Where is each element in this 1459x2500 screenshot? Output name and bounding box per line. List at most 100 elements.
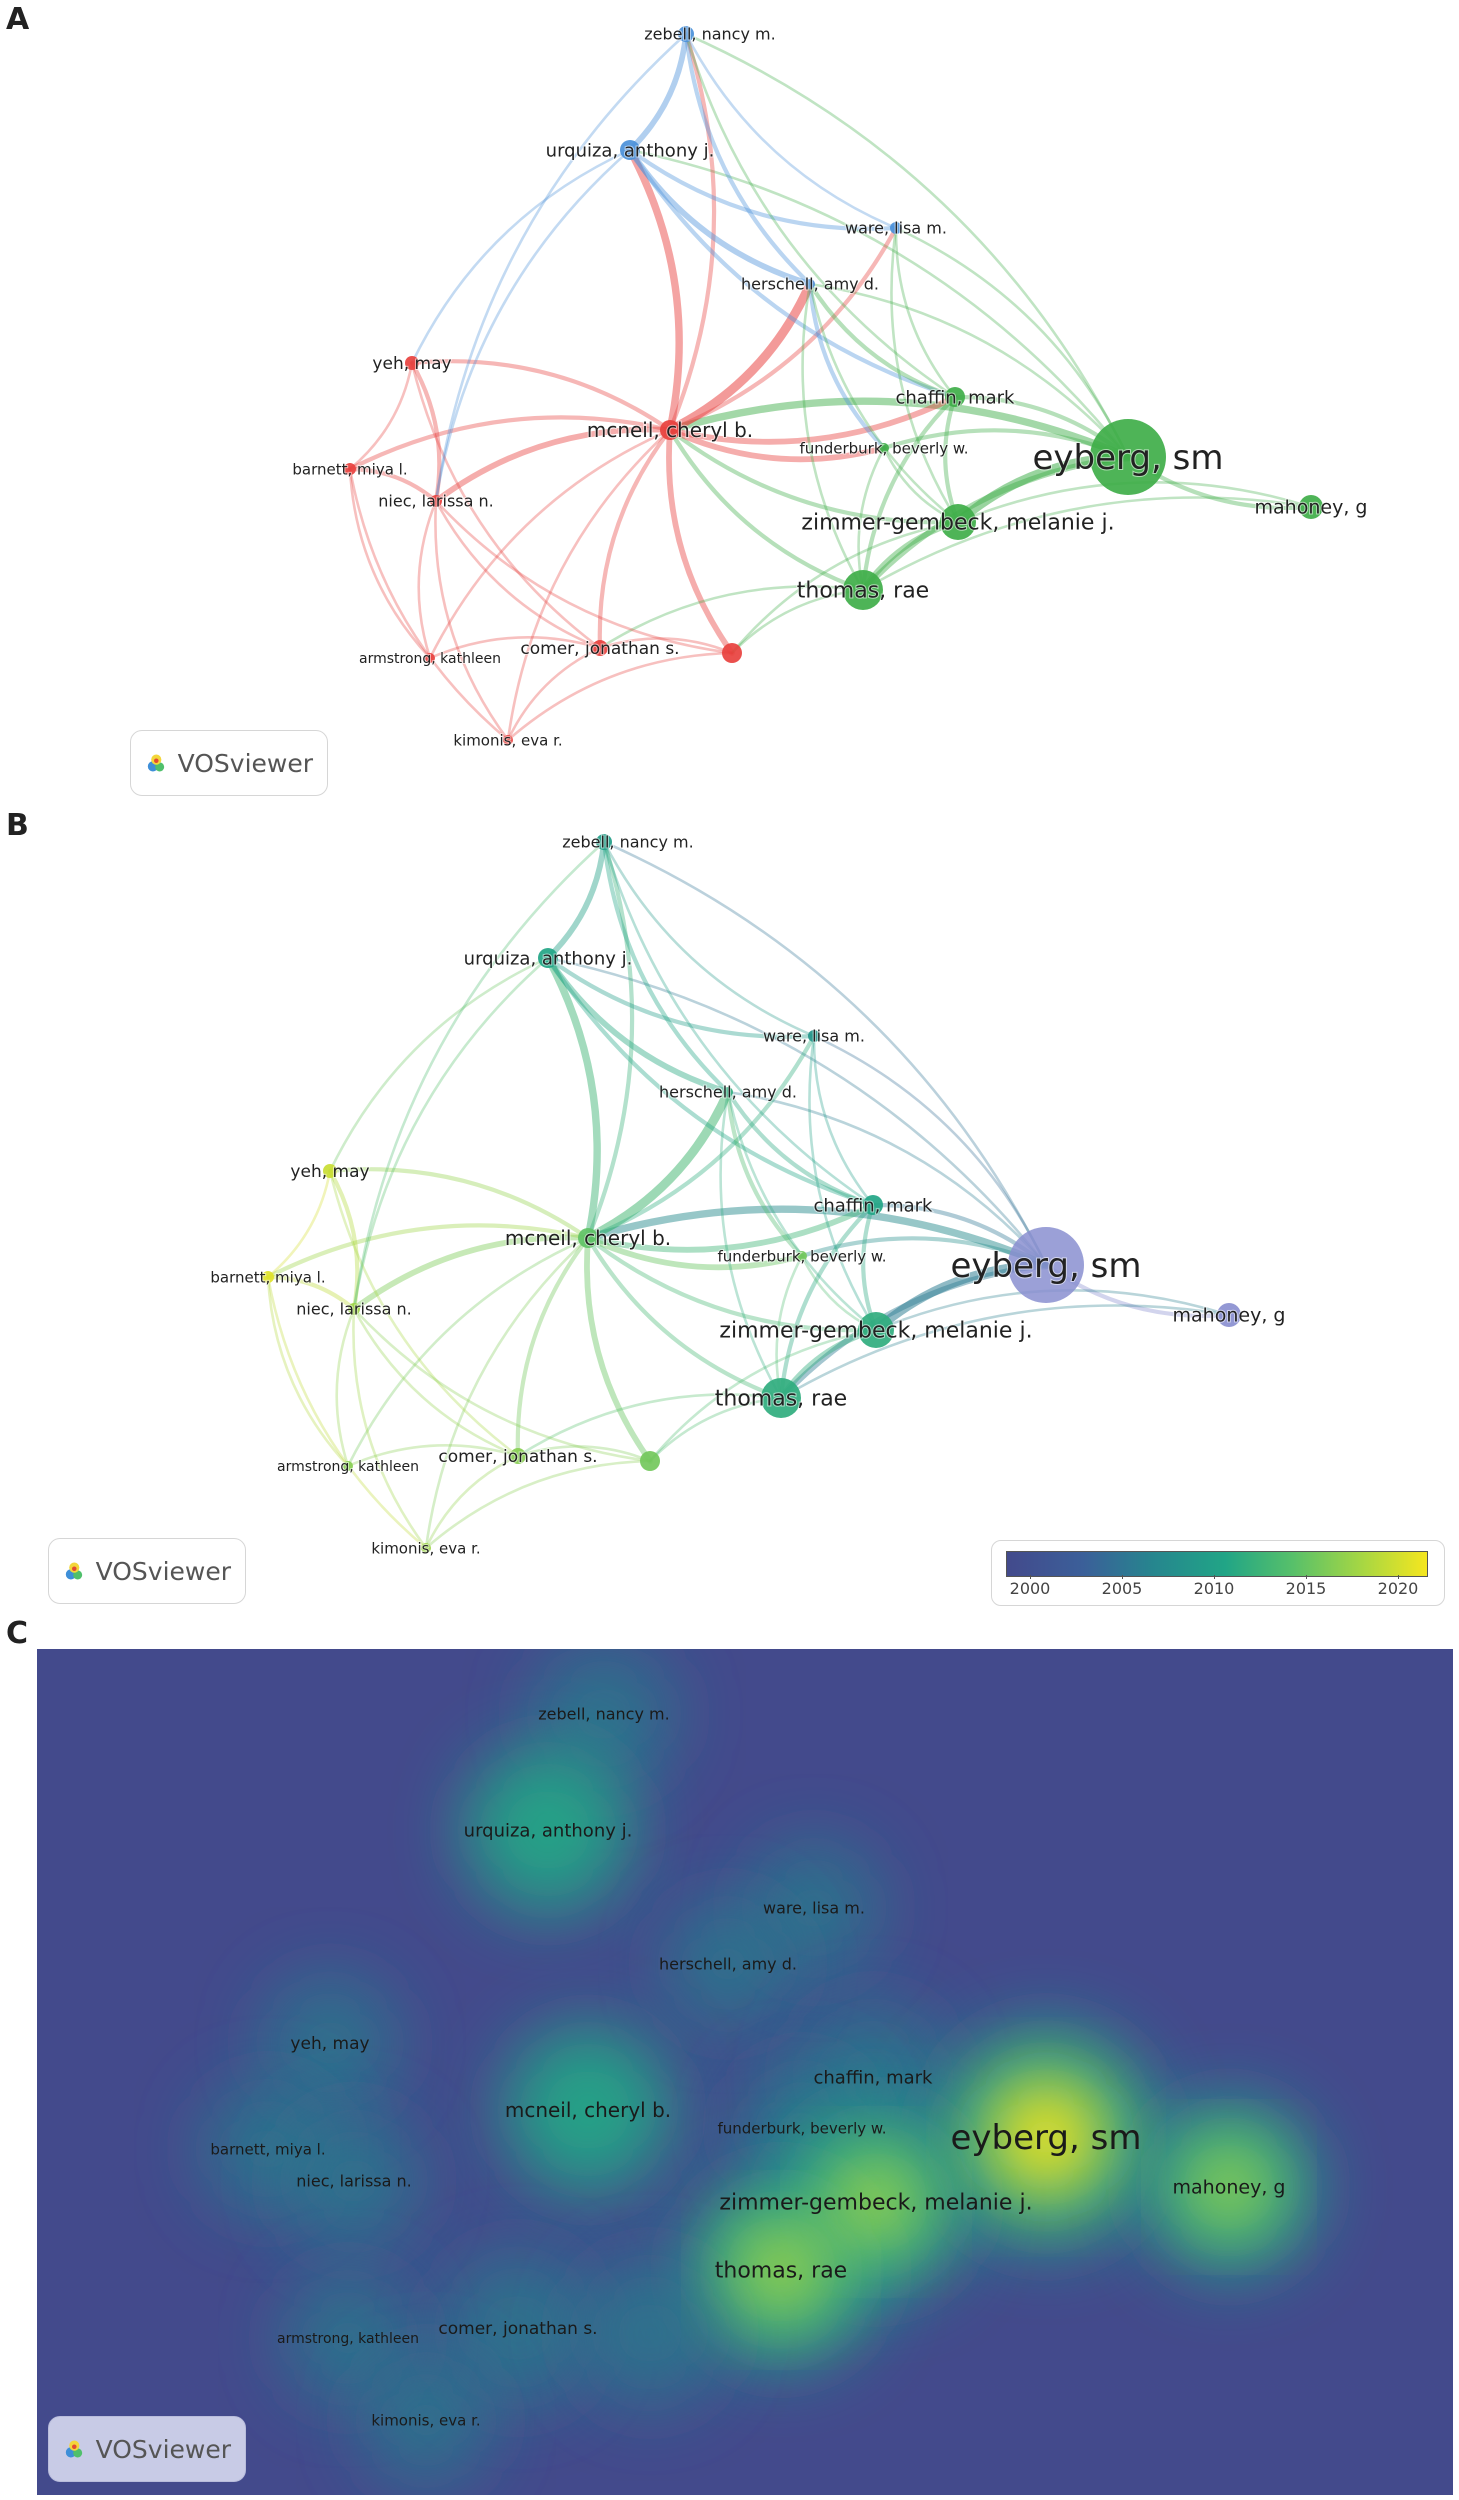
- coauthorship-link: [601, 839, 731, 1095]
- author-label: mahoney, g: [1255, 497, 1368, 519]
- coauthorship-link: [434, 499, 602, 650]
- coauthorship-link: [730, 520, 960, 655]
- vosviewer-badge-a: VOSviewer: [130, 730, 328, 796]
- author-node[interactable]: [722, 643, 742, 663]
- coauthorship-link: [667, 31, 717, 433]
- coauthorship-link: [424, 1459, 652, 1550]
- coauthorship-link: [667, 427, 961, 525]
- coauthorship-link: [648, 1328, 878, 1463]
- author-node[interactable]: [890, 222, 902, 234]
- author-label: zebell, nancy m.: [644, 25, 775, 44]
- author-node[interactable]: [858, 1312, 894, 1348]
- author-node[interactable]: [262, 1271, 274, 1283]
- density-core: [1185, 2143, 1273, 2231]
- density-label: urquiza, anthony j.: [464, 1820, 633, 1841]
- coauthorship-link: [627, 147, 958, 400]
- coauthorship-link: [666, 397, 1132, 461]
- author-node[interactable]: [678, 26, 694, 42]
- author-label: thomas, rae: [715, 1387, 847, 1412]
- author-node[interactable]: [323, 1164, 337, 1178]
- label-layer: zebell, nancy m. urquiza, anthony j. ware,…: [291, 24, 1368, 751]
- coauthorship-link: [860, 394, 958, 593]
- cluster-network-panel-a[interactable]: zebell, nancy m. urquiza, anthony j. ware,…: [0, 0, 1459, 810]
- author-node[interactable]: [343, 1461, 353, 1471]
- author-label: yeh, may: [290, 1162, 369, 1182]
- author-node[interactable]: [640, 1451, 660, 1471]
- coauthorship-link: [434, 148, 632, 503]
- author-node[interactable]: [808, 1030, 820, 1042]
- author-node[interactable]: [592, 640, 608, 656]
- author-node[interactable]: [620, 140, 640, 160]
- author-node[interactable]: [596, 834, 612, 850]
- coauthorship-link: [808, 282, 1130, 459]
- coauthorship-link: [597, 427, 673, 651]
- author-node[interactable]: [1090, 419, 1166, 495]
- author-node[interactable]: [578, 1228, 598, 1248]
- author-node[interactable]: [945, 387, 965, 407]
- density-halo: [361, 2355, 491, 2485]
- author-node[interactable]: [940, 504, 976, 540]
- coauthorship-link: [667, 427, 866, 593]
- author-node[interactable]: [1299, 495, 1323, 519]
- coauthorship-link: [347, 415, 673, 472]
- coauthorship-link: [626, 146, 683, 434]
- coauthorship-link: [265, 1274, 357, 1312]
- coauthorship-link: [424, 1236, 590, 1550]
- coauthorship-link: [684, 32, 1130, 459]
- author-node[interactable]: [421, 1543, 431, 1553]
- vosviewer-logo-icon: [65, 1562, 83, 1580]
- coauthorship-link: [726, 1090, 878, 1332]
- author-node[interactable]: [761, 1378, 801, 1418]
- author-node[interactable]: [430, 495, 442, 507]
- author-node[interactable]: [510, 1448, 526, 1464]
- author-node[interactable]: [660, 420, 680, 440]
- author-label: herschell, amy d.: [659, 1083, 797, 1102]
- panel-label-a: A: [6, 2, 30, 37]
- author-node[interactable]: [805, 279, 815, 289]
- author-label: chaffin, mark: [896, 387, 1016, 408]
- coauthorship-link: [346, 1236, 590, 1468]
- author-node[interactable]: [348, 1303, 360, 1315]
- author-node[interactable]: [863, 1195, 883, 1215]
- author-node[interactable]: [1217, 1303, 1241, 1327]
- coauthorship-link: [545, 955, 876, 1208]
- coauthorship-link: [417, 499, 438, 660]
- coauthorship-link: [352, 1307, 652, 1463]
- density-halo: [576, 2259, 724, 2407]
- author-node[interactable]: [344, 463, 356, 475]
- coauthorship-link: [433, 426, 673, 504]
- author-node[interactable]: [879, 443, 889, 453]
- coauthorship-link: [861, 496, 1313, 592]
- author-label: zimmer-gembeck, melanie j.: [719, 1319, 1032, 1344]
- year-colorbar-legend: 2000 2005 2010 2015 2020: [991, 1540, 1445, 1606]
- label-layer: zebell, nancy m. urquiza, anthony j. ware,…: [209, 832, 1286, 1559]
- author-label: funderburk, beverly w.: [717, 1247, 886, 1265]
- author-node[interactable]: [425, 653, 435, 663]
- author-node[interactable]: [503, 735, 513, 745]
- author-label: comer, jonathan s.: [438, 1447, 597, 1467]
- coauthorship-link: [808, 282, 960, 524]
- author-label: mcneil, cheryl b.: [587, 418, 753, 442]
- density-core: [731, 2220, 831, 2320]
- coauthorship-link: [583, 1087, 733, 1243]
- author-node[interactable]: [538, 948, 558, 968]
- author-node[interactable]: [843, 570, 883, 610]
- author-label: ware, lisa m.: [763, 1027, 865, 1046]
- vosviewer-badge-c: VOSviewer: [48, 2416, 246, 2482]
- coauthorship-link: [894, 226, 1130, 459]
- coauthorship-link: [585, 1235, 784, 1401]
- author-node[interactable]: [797, 1251, 807, 1261]
- coauthorship-link: [666, 427, 735, 656]
- density-halo: [441, 2251, 595, 2405]
- author-node[interactable]: [1008, 1227, 1084, 1303]
- density-label: eyberg, sm: [951, 2118, 1142, 2158]
- author-node[interactable]: [405, 356, 419, 370]
- author-label: eyberg, sm: [1033, 438, 1224, 478]
- vosviewer-badge-text: VOSviewer: [177, 748, 313, 778]
- density-core: [828, 2154, 924, 2250]
- overlay-network-panel-b[interactable]: zebell, nancy m. urquiza, anthony j. ware,…: [0, 0, 1459, 1620]
- coauthorship-link: [409, 359, 673, 433]
- coauthorship-link: [266, 1169, 332, 1279]
- author-node[interactable]: [723, 1087, 733, 1097]
